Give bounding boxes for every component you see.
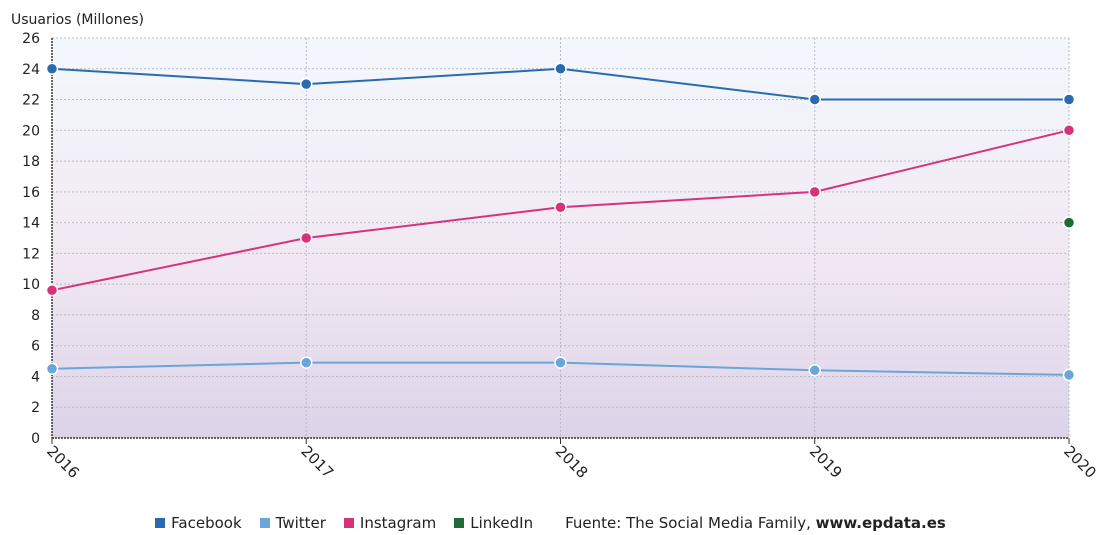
legend: Facebook Twitter Instagram LinkedIn Fuen… bbox=[0, 512, 1101, 534]
y-tick-label: 14 bbox=[22, 216, 40, 232]
source-label: Fuente: The Social Media Family, bbox=[565, 514, 811, 532]
y-axis-label: Usuarios (Millones) bbox=[11, 12, 144, 28]
source-note: Fuente: The Social Media Family, www.epd… bbox=[565, 514, 946, 532]
legend-item-linkedin[interactable]: LinkedIn bbox=[454, 514, 533, 532]
point-twitter-2019[interactable] bbox=[808, 364, 821, 377]
x-tick-label: 2017 bbox=[297, 442, 337, 482]
x-tick-label: 2020 bbox=[1060, 442, 1100, 482]
y-tick-label: 4 bbox=[31, 369, 40, 385]
x-tick-label: 2019 bbox=[806, 442, 846, 482]
y-tick-label: 2 bbox=[31, 400, 40, 416]
point-instagram-2016[interactable] bbox=[45, 284, 59, 297]
y-tick-label: 16 bbox=[22, 185, 40, 201]
y-tick-label: 12 bbox=[22, 246, 40, 262]
series bbox=[45, 62, 1076, 382]
y-tick-label: 18 bbox=[22, 154, 40, 170]
point-twitter-2018[interactable] bbox=[554, 356, 567, 369]
x-tick-label: 2018 bbox=[552, 442, 592, 482]
legend-label-facebook: Facebook bbox=[171, 514, 242, 532]
legend-item-instagram[interactable]: Instagram bbox=[343, 514, 437, 532]
legend-swatch-facebook bbox=[155, 518, 166, 528]
y-tick-label: 10 bbox=[22, 277, 40, 293]
point-instagram-2018[interactable] bbox=[554, 200, 567, 214]
point-linkedin-2020[interactable] bbox=[1062, 216, 1076, 229]
point-facebook-2016[interactable] bbox=[45, 62, 59, 76]
point-twitter-2016[interactable] bbox=[45, 362, 59, 376]
x-tick-label: 2016 bbox=[43, 442, 83, 482]
point-instagram-2017[interactable] bbox=[300, 231, 313, 245]
point-instagram-2020[interactable] bbox=[1062, 124, 1076, 137]
legend-item-twitter[interactable]: Twitter bbox=[259, 514, 326, 532]
legend-swatch-linkedin bbox=[454, 518, 465, 528]
legend-label-linkedin: LinkedIn bbox=[470, 514, 534, 532]
point-facebook-2020[interactable] bbox=[1062, 93, 1076, 106]
legend-swatch-instagram bbox=[343, 518, 354, 528]
point-facebook-2018[interactable] bbox=[554, 62, 567, 76]
legend-swatch-twitter bbox=[259, 518, 270, 528]
point-instagram-2019[interactable] bbox=[808, 185, 821, 199]
source-site: www.epdata.es bbox=[815, 514, 946, 532]
point-facebook-2017[interactable] bbox=[300, 77, 313, 91]
y-tick-label: 26 bbox=[22, 31, 40, 47]
legend-label-twitter: Twitter bbox=[275, 514, 326, 532]
legend-item-facebook[interactable]: Facebook bbox=[155, 514, 242, 532]
y-tick-label: 22 bbox=[22, 93, 40, 109]
y-tick-label: 0 bbox=[31, 431, 40, 447]
point-facebook-2019[interactable] bbox=[808, 93, 821, 106]
legend-label-instagram: Instagram bbox=[359, 514, 437, 532]
point-twitter-2020[interactable] bbox=[1062, 368, 1076, 382]
y-tick-label: 6 bbox=[31, 339, 40, 355]
point-twitter-2017[interactable] bbox=[300, 356, 313, 369]
y-tick-label: 20 bbox=[22, 123, 40, 139]
y-tick-label: 24 bbox=[22, 62, 40, 78]
y-tick-label: 8 bbox=[31, 308, 40, 324]
